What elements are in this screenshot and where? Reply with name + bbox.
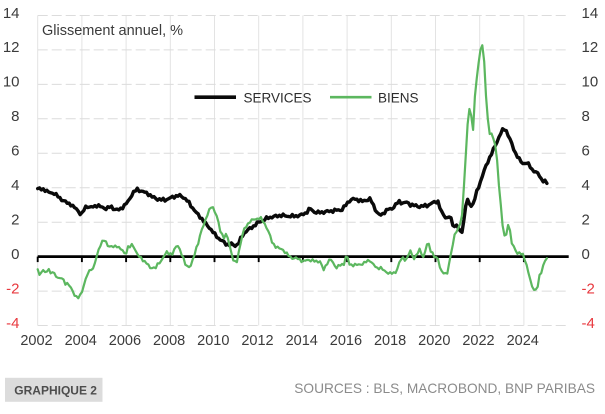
svg-text:2018: 2018 [374,333,406,349]
svg-text:6: 6 [11,143,19,160]
svg-text:14: 14 [3,5,20,22]
svg-text:14: 14 [582,5,599,22]
svg-text:12: 12 [3,39,20,56]
svg-text:2008: 2008 [153,333,185,349]
svg-text:0: 0 [11,246,19,263]
svg-text:6: 6 [582,143,590,160]
svg-text:-2: -2 [6,280,19,297]
svg-text:-4: -4 [582,315,595,332]
svg-text:2022: 2022 [462,333,494,349]
svg-text:2014: 2014 [286,333,318,349]
svg-text:Glissement annuel, %: Glissement annuel, % [42,23,183,39]
svg-text:12: 12 [582,39,599,56]
svg-text:2: 2 [582,212,590,229]
svg-text:2004: 2004 [65,333,97,349]
svg-text:2010: 2010 [197,333,229,349]
svg-text:-2: -2 [582,280,595,297]
svg-text:2006: 2006 [109,333,141,349]
svg-text:GRAPHIQUE 2: GRAPHIQUE 2 [14,384,97,398]
svg-text:10: 10 [3,74,20,91]
svg-text:2024: 2024 [507,333,539,349]
svg-text:-4: -4 [6,315,19,332]
svg-text:8: 8 [582,108,590,125]
svg-text:4: 4 [11,177,19,194]
svg-text:SERVICES: SERVICES [244,91,312,106]
svg-text:2020: 2020 [418,333,450,349]
svg-text:2012: 2012 [241,333,273,349]
svg-text:4: 4 [582,177,590,194]
svg-text:0: 0 [582,246,590,263]
svg-text:8: 8 [11,108,19,125]
svg-text:2: 2 [11,212,19,229]
svg-text:2002: 2002 [20,333,52,349]
svg-text:BIENS: BIENS [378,91,419,106]
svg-text:2016: 2016 [330,333,362,349]
svg-text:10: 10 [582,74,599,91]
svg-text:SOURCES : BLS, MACROBOND, BNP: SOURCES : BLS, MACROBOND, BNP PARIBAS [294,381,595,396]
